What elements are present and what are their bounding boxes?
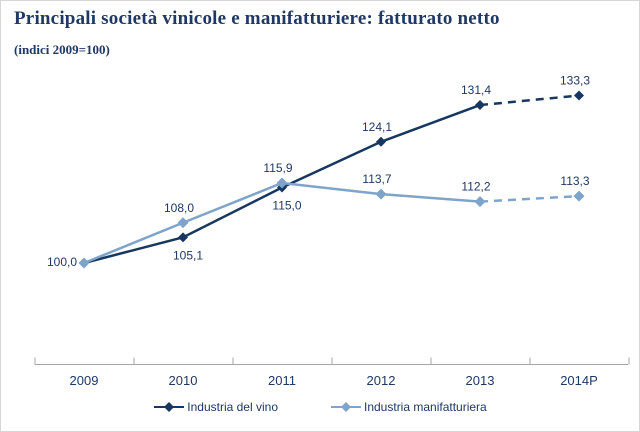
chart-legend: Industria del vino Industria manifatturi… [1,400,639,414]
data-point-label: 131,4 [461,83,491,97]
x-axis-tick-label: 2012 [367,373,396,388]
data-point-marker [573,190,585,202]
data-point-marker [474,196,486,208]
series-line-forecast-dashed [479,94,580,107]
chart-title: Principali società vinicole e manifattur… [14,8,500,29]
data-point-label: 115,0 [272,199,301,213]
x-axis-tick-label: 2013 [466,373,495,388]
data-point-marker [376,136,386,147]
series-line-forecast-dashed [479,194,580,203]
data-point-label: 115,9 [263,161,292,175]
legend-marker-dark-diamond-icon [154,402,185,412]
data-point-label: 113,7 [362,172,391,186]
data-point-label: 124,1 [362,120,392,134]
data-point-marker [375,188,387,200]
series-line-solid [83,181,481,265]
data-point-label: 108,0 [164,201,194,215]
x-axis-tick-label: 2014P [560,373,598,388]
x-axis-tick-label: 2010 [169,373,198,388]
chart-subtitle: (indici 2009=100) [14,42,110,57]
data-point-marker [78,257,90,269]
data-point-label: 133,3 [560,74,590,88]
data-point-marker [177,217,189,229]
x-axis-tick-label: 2011 [268,373,296,388]
legend-label-industria-manifatturiera: Industria manifatturiera [364,400,487,414]
data-point-label: 100,0 [47,255,77,269]
legend-marker-light-diamond-icon [331,402,361,412]
data-point-label: 113,3 [560,174,589,188]
data-point-marker [178,232,188,243]
data-point-marker [475,100,485,111]
data-point-marker [574,90,584,101]
data-point-marker [276,177,288,189]
legend-item-industria-manifatturiera: Industria manifatturiera [330,400,487,414]
x-axis-tick-label: 2009 [70,373,99,388]
data-point-label: 105,1 [173,248,203,262]
legend-item-industria-del-vino: Industria del vino [153,400,278,414]
data-point-label: 112,2 [461,180,490,194]
legend-label-industria-del-vino: Industria del vino [187,400,278,414]
